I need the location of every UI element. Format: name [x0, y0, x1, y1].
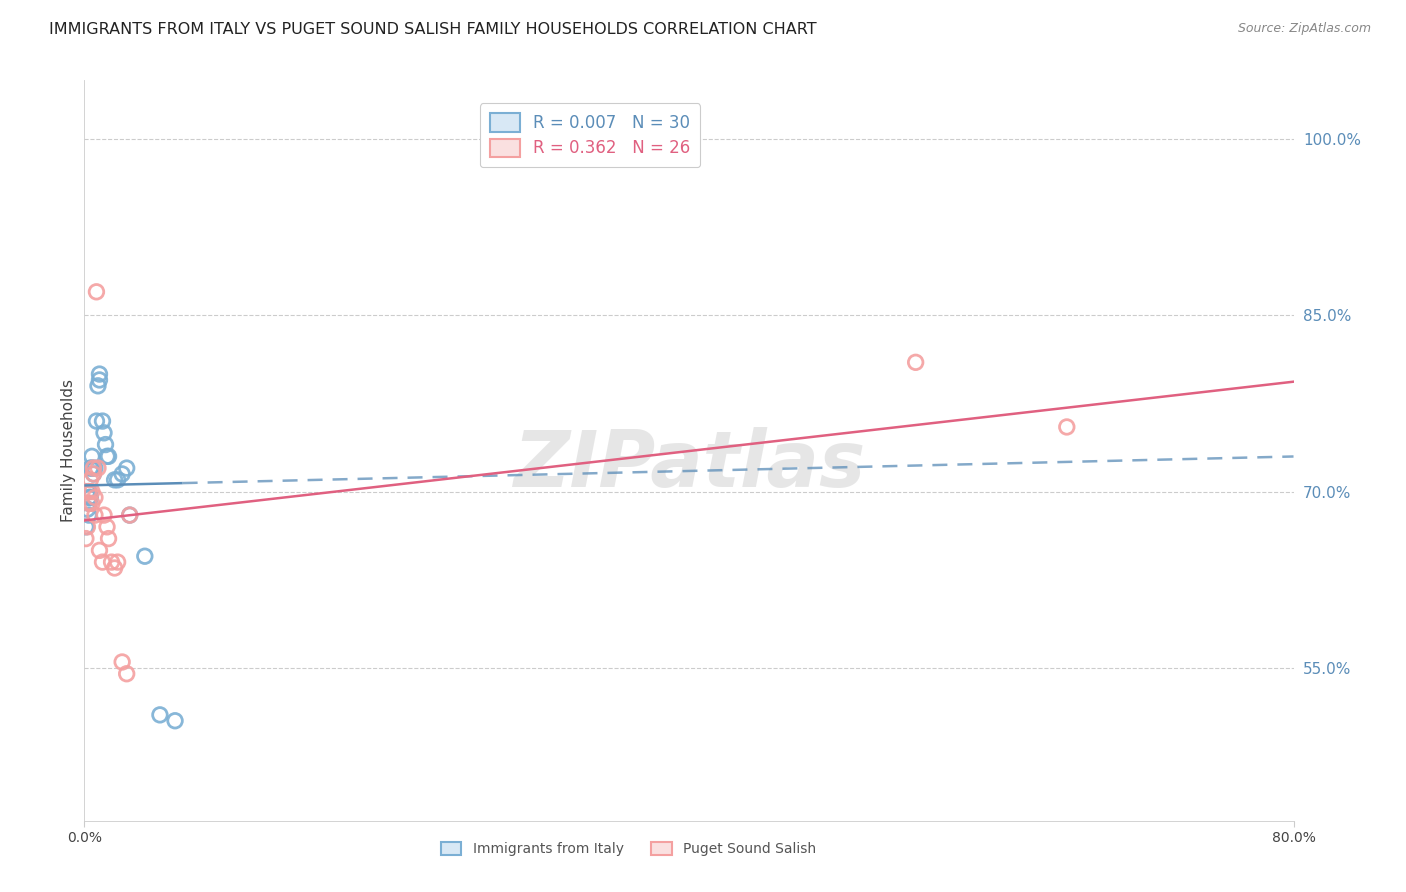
- Point: [79, 461, 101, 475]
- Point: [75, 520, 97, 534]
- Point: [80, 496, 103, 510]
- Point: [94, 437, 117, 451]
- Point: [97, 450, 120, 464]
- Point: [76, 484, 98, 499]
- Y-axis label: Family Households: Family Households: [60, 379, 76, 522]
- Point: [82, 461, 104, 475]
- Point: [75, 532, 97, 546]
- Point: [1056, 420, 1078, 434]
- Point: [82, 467, 104, 481]
- Point: [107, 555, 129, 569]
- Point: [87, 379, 110, 393]
- Point: [93, 425, 115, 440]
- Point: [91, 555, 114, 569]
- Point: [84, 461, 107, 475]
- Point: [118, 508, 141, 522]
- Point: [76, 520, 98, 534]
- Point: [96, 520, 118, 534]
- Point: [86, 414, 108, 428]
- Point: [111, 655, 134, 669]
- Point: [82, 467, 104, 481]
- Point: [77, 484, 100, 499]
- Point: [77, 484, 100, 499]
- Point: [80, 450, 103, 464]
- Point: [77, 508, 100, 522]
- Point: [79, 473, 101, 487]
- Point: [904, 355, 927, 369]
- Point: [111, 467, 134, 481]
- Point: [100, 555, 122, 569]
- Point: [89, 373, 111, 387]
- Point: [80, 461, 103, 475]
- Point: [104, 561, 127, 575]
- Point: [89, 367, 111, 381]
- Point: [76, 502, 98, 516]
- Point: [96, 450, 118, 464]
- Point: [80, 484, 103, 499]
- Point: [165, 714, 187, 728]
- Point: [89, 543, 111, 558]
- Point: [79, 491, 101, 505]
- Point: [84, 491, 107, 505]
- Point: [87, 461, 110, 475]
- Text: Source: ZipAtlas.com: Source: ZipAtlas.com: [1237, 22, 1371, 36]
- Point: [77, 491, 100, 505]
- Point: [134, 549, 156, 564]
- Point: [77, 496, 100, 510]
- Point: [77, 496, 100, 510]
- Text: IMMIGRANTS FROM ITALY VS PUGET SOUND SALISH FAMILY HOUSEHOLDS CORRELATION CHART: IMMIGRANTS FROM ITALY VS PUGET SOUND SAL…: [49, 22, 817, 37]
- Point: [91, 414, 114, 428]
- Point: [104, 473, 127, 487]
- Point: [93, 508, 115, 522]
- Point: [118, 508, 141, 522]
- Point: [115, 461, 138, 475]
- Text: ZIPatlas: ZIPatlas: [513, 427, 865, 503]
- Point: [97, 532, 120, 546]
- Point: [149, 707, 172, 722]
- Point: [86, 285, 108, 299]
- Point: [107, 473, 129, 487]
- Legend: Immigrants from Italy, Puget Sound Salish: Immigrants from Italy, Puget Sound Salis…: [434, 837, 823, 862]
- Point: [84, 508, 107, 522]
- Point: [115, 666, 138, 681]
